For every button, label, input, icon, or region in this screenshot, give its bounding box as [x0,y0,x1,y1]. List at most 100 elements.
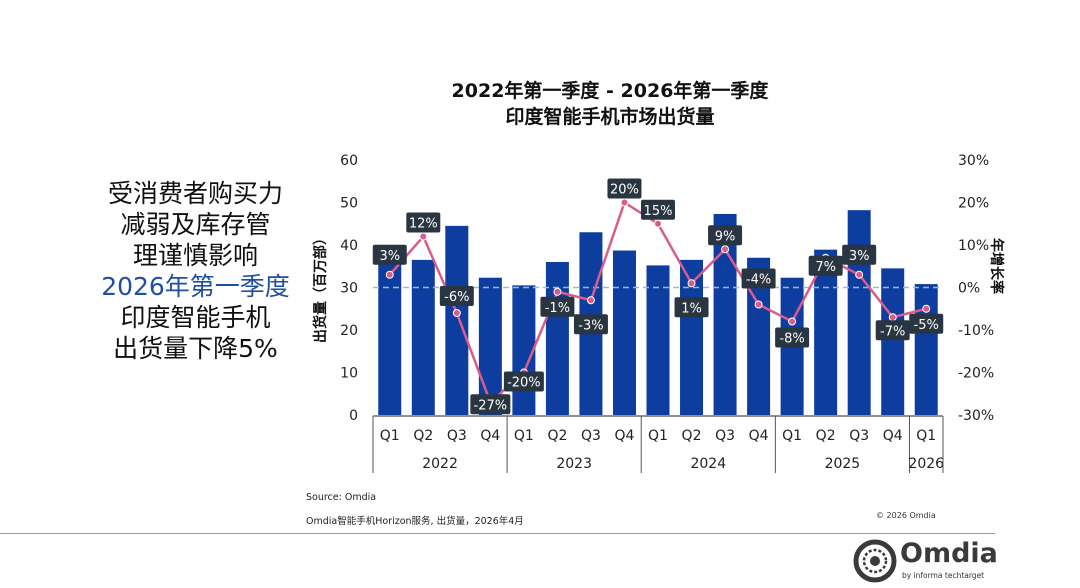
growth-label-box [909,313,944,334]
growth-point-12 [788,317,797,326]
year-label: 2023 [556,456,592,472]
growth-label-box [540,296,575,317]
year-label: 2022 [422,456,458,472]
growth-point-2 [452,309,461,317]
x-tick-label: Q2 [682,428,702,444]
growth-label-6: -3% [578,318,603,333]
growth-label-box [372,244,407,265]
chart-title-main: 2022年第一季度 - 2026年第一季度 [451,80,769,102]
bar-8 [646,265,670,415]
growth-point-16 [922,304,931,313]
growth-label-box [406,212,441,233]
growth-point-6 [586,296,595,305]
year-label: 2026 [908,456,944,472]
growth-label-box [607,178,642,199]
growth-point-7 [620,198,629,207]
x-tick-label: Q4 [749,428,769,444]
growth-label-box [808,255,843,276]
logo-word: Omdia [900,538,998,569]
growth-point-1 [419,232,428,241]
copyright: © 2026 Omdia [876,511,936,520]
chart-subtitle: 印度智能手机市场出货量 [505,106,715,128]
growth-label-5: -1% [545,301,570,316]
divider [0,533,995,534]
x-tick-label: Q3 [849,428,869,444]
growth-label-box [503,371,544,392]
omdia-logo: Omdia by informa techtarget [852,538,1002,584]
data-note: Omdia智能手机Horizon服务, 出货量，2026年4月 [306,516,524,527]
x-tick-label: Q2 [816,428,836,444]
bar-0 [378,264,402,415]
growth-label-4: -20% [507,376,541,391]
y2-tick-label: 0% [958,281,980,297]
year-label: 2025 [825,456,861,472]
x-tick-label: Q2 [547,428,567,444]
growth-label-1: 12% [409,217,438,232]
x-tick-label: Q2 [413,428,433,444]
growth-point-8 [654,219,662,228]
growth-point-14 [855,270,864,279]
growth-label-box [842,244,877,265]
chart-footer: Source: Omdia Omdia智能手机Horizon服务, 出货量，20… [306,486,524,534]
y2-tick-label: -10% [958,323,994,339]
bar-2 [445,225,469,415]
x-tick-label: Q4 [480,428,500,444]
growth-label-11: -4% [746,273,771,288]
omdia-logo-icon [853,539,897,583]
growth-label-box [674,297,709,318]
headline-line: 减弱及库存管 [120,210,271,239]
headline-line-highlight: 2026年第一季度 [101,272,290,301]
growth-point-9 [687,279,696,288]
growth-label-12: -8% [779,332,804,347]
growth-label-box [708,225,743,246]
bar-16 [914,284,938,415]
x-tick-label: Q1 [648,428,668,444]
x-tick-label: Q4 [615,428,635,444]
y2-tick-label: -30% [958,408,994,424]
x-tick-label: Q1 [916,428,936,444]
growth-label-16: -5% [914,318,939,333]
x-tick-label: Q1 [380,428,400,444]
source-note: Source: Omdia [306,492,377,503]
y-tick-label: 50 [340,196,358,212]
growth-label-box [573,314,608,335]
growth-label-7: 20% [610,183,639,198]
bar-5 [545,262,569,415]
growth-label-8: 15% [644,204,673,219]
y2-tick-label: 20% [958,196,989,212]
growth-point-5 [553,287,562,296]
y-tick-label: 40 [340,238,358,254]
y-tick-label: 20 [340,323,358,339]
headline-line: 印度智能手机 [120,303,271,332]
growth-label-2: -6% [444,290,469,305]
bar-3 [478,277,502,415]
logo-sub: by informa techtarget [902,571,985,580]
headline-line: 出货量下降5% [113,334,278,363]
y-axis-title: 出货量（百万部） [312,231,329,343]
bar-14 [847,210,871,415]
y2-tick-label: 30% [958,153,989,169]
chart-title: 2022年第一季度 - 2026年第一季度 印度智能手机市场出货量 [300,78,920,130]
headline-text: 受消费者购买力 减弱及库存管 理谨慎影响 2026年第一季度 印度智能手机 出货… [78,178,313,364]
growth-label-14: 3% [849,249,870,264]
headline-line: 理谨慎影响 [132,241,258,270]
x-tick-label: Q3 [715,428,735,444]
growth-label-box [470,394,511,415]
growth-label-13: 7% [815,260,836,275]
x-tick-label: Q4 [883,428,903,444]
y-tick-label: 10 [340,366,358,382]
growth-label-box [741,268,776,289]
growth-label-15: -7% [880,324,905,339]
growth-label-box [439,286,474,306]
x-tick-label: Q3 [447,428,467,444]
bar-15 [881,268,905,415]
y-tick-label: 0 [349,408,358,424]
bar-13 [814,249,838,415]
y2-axis-title: 年增长率 [988,238,1005,294]
growth-label-box [875,320,910,341]
growth-label-3: -27% [474,398,508,413]
growth-point-11 [754,300,763,309]
y2-tick-label: 10% [958,238,989,254]
y2-tick-label: -20% [958,366,994,382]
